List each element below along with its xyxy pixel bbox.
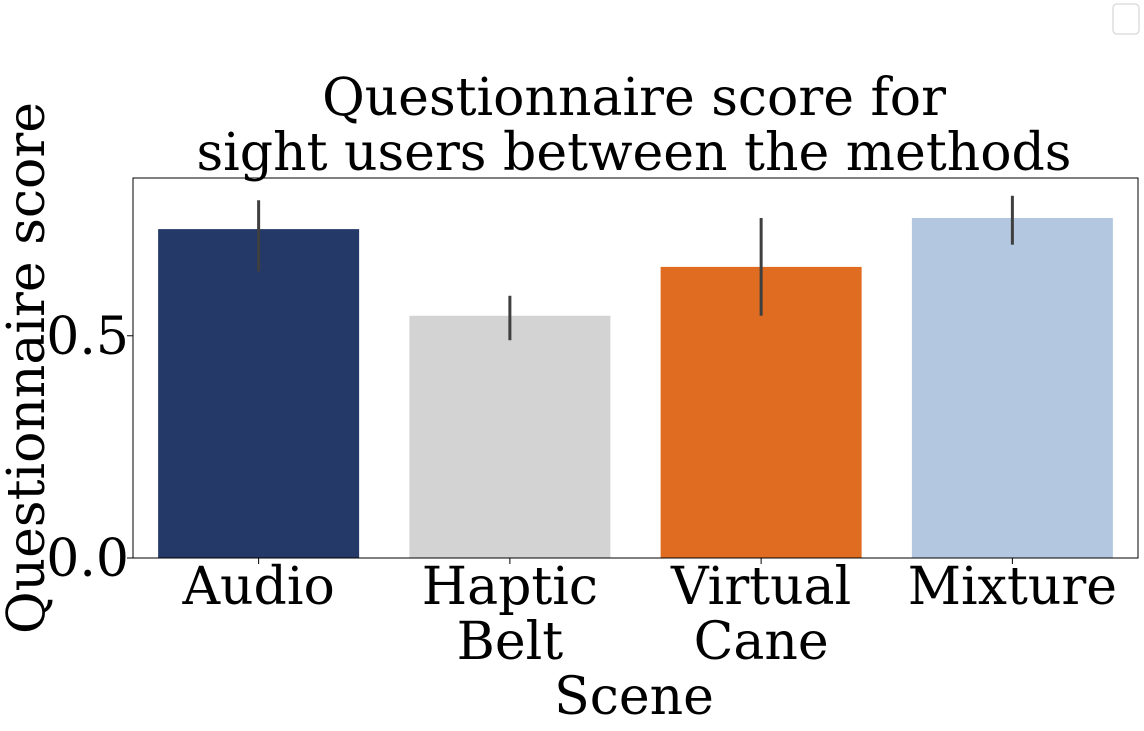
bar-4: [911, 218, 1113, 558]
plot-area-frame: [132, 177, 1139, 559]
chart-title-line-1: Questionnaire score for: [322, 68, 946, 128]
x-axis-label: Scene: [554, 667, 714, 727]
x-tick-label-3-line-1: Virtual: [670, 557, 851, 617]
legend-box: [1112, 3, 1140, 35]
chart-title-line-2: sight users between the methods: [196, 123, 1071, 183]
x-tick-label-4-line-1: Mixture: [908, 557, 1117, 617]
x-tick-label-3-line-2: Cane: [694, 612, 829, 672]
y-ticks-layer: 0.0 0.5: [46, 307, 133, 589]
bars-layer: [158, 218, 1113, 559]
bar-1: [158, 229, 360, 559]
x-tick-label-2-line-2: Belt: [457, 612, 564, 672]
y-tick-label-2: 0.5: [46, 307, 129, 367]
y-axis-label: Questionnaire score: [0, 102, 57, 634]
x-tick-label-1-line-1: Audio: [181, 557, 334, 617]
y-tick-label-1: 0.0: [46, 529, 129, 589]
x-tick-label-2-line-1: Haptic: [422, 557, 598, 617]
error-bars-layer: [257, 195, 1014, 341]
bar-2: [409, 315, 611, 558]
